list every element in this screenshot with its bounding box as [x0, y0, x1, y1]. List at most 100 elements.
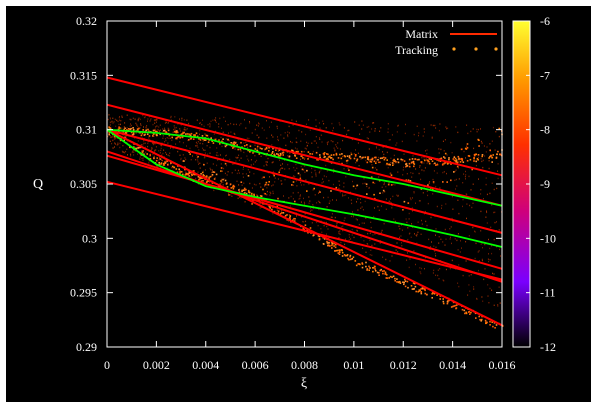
tracking-point: [260, 195, 263, 197]
tracking-point: [124, 152, 126, 154]
tracking-point: [311, 209, 313, 211]
tracking-point: [312, 204, 314, 206]
tracking-point: [291, 119, 293, 121]
tracking-point: [352, 180, 353, 183]
tracking-point: [446, 300, 449, 303]
tracking-point: [140, 124, 142, 127]
tracking-point: [227, 171, 229, 173]
tracking-point: [152, 143, 154, 146]
tracking-point: [265, 161, 267, 163]
tracking-point: [487, 258, 489, 260]
y-tick-label: 0.31: [76, 123, 97, 137]
tracking-point: [250, 159, 252, 161]
tracking-point: [204, 139, 207, 141]
tracking-point: [265, 147, 268, 149]
tracking-point: [183, 119, 185, 121]
tracking-point: [323, 225, 325, 227]
tracking-point: [372, 234, 374, 236]
tracking-point: [212, 163, 214, 165]
tracking-point: [491, 245, 492, 247]
tracking-point: [311, 153, 314, 155]
tracking-point: [278, 139, 279, 142]
tracking-point: [453, 171, 455, 173]
tracking-point: [327, 143, 328, 146]
tracking-point: [264, 183, 267, 186]
tracking-point: [462, 161, 465, 163]
tracking-point: [238, 154, 240, 156]
tracking-point: [456, 239, 458, 242]
tracking-point: [185, 133, 187, 135]
tracking-point: [443, 150, 445, 152]
tracking-point: [234, 133, 236, 135]
tracking-point: [388, 277, 390, 279]
tracking-point: [279, 155, 281, 157]
tracking-point: [315, 151, 318, 154]
tracking-point: [293, 217, 295, 220]
tracking-point: [320, 228, 322, 230]
tracking-point: [423, 162, 425, 164]
tracking-point: [315, 175, 317, 177]
tracking-point: [480, 243, 482, 245]
tracking-point: [278, 171, 280, 174]
tracking-point: [295, 141, 297, 143]
tracking-point: [447, 127, 449, 129]
matrix-line: [106, 128, 503, 234]
tracking-point: [172, 169, 174, 172]
tracking-point: [438, 129, 440, 132]
tracking-point: [343, 155, 346, 157]
tracking-point: [233, 185, 236, 188]
tracking-point: [139, 146, 142, 149]
tracking-point: [393, 154, 395, 157]
tracking-point: [160, 149, 162, 152]
tracking-point: [369, 131, 371, 133]
tracking-point: [390, 184, 393, 186]
tracking-point: [406, 173, 408, 175]
tracking-point: [118, 126, 120, 128]
tracking-point: [118, 130, 120, 133]
tracking-point: [189, 134, 192, 137]
tracking-point: [185, 158, 187, 161]
tracking-point: [330, 140, 332, 142]
tracking-point: [274, 177, 276, 179]
x-tick-label: 0.012: [390, 358, 417, 372]
tracking-point: [348, 236, 350, 238]
tracking-point: [334, 216, 336, 219]
tracking-point: [343, 186, 345, 188]
tracking-point: [485, 321, 487, 324]
tracking-point: [418, 172, 420, 175]
tracking-point: [408, 212, 410, 215]
tracking-point: [323, 156, 325, 159]
tracking-point: [166, 153, 167, 156]
tracking-point: [186, 145, 187, 147]
tracking-point: [373, 160, 376, 163]
tracking-point: [362, 182, 364, 185]
tracking-point: [402, 209, 404, 211]
tracking-point: [135, 132, 137, 134]
tracking-point: [282, 151, 285, 154]
tracking-point: [138, 117, 140, 119]
tracking-point: [478, 178, 479, 180]
tracking-point: [369, 186, 370, 189]
tracking-point: [292, 219, 294, 222]
x-tick-label: 0: [104, 358, 110, 372]
tracking-point: [229, 183, 232, 185]
tracking-point: [456, 161, 459, 163]
tracking-point: [141, 151, 144, 153]
tracking-point: [238, 184, 240, 186]
tracking-point: [144, 116, 146, 118]
tracking-point: [172, 147, 174, 150]
tracking-point: [145, 151, 147, 154]
tracking-point: [301, 131, 303, 133]
tracking-point: [430, 158, 432, 160]
tracking-point: [468, 175, 470, 178]
tracking-point: [367, 157, 369, 160]
tracking-point: [269, 194, 271, 196]
tracking-point: [404, 280, 407, 282]
tracking-point: [451, 195, 453, 198]
tracking-point: [420, 267, 422, 270]
tracking-point: [295, 137, 297, 139]
tracking-point: [486, 146, 488, 148]
tracking-point: [339, 153, 341, 156]
tracking-point: [164, 161, 166, 163]
tracking-point: [439, 295, 442, 297]
